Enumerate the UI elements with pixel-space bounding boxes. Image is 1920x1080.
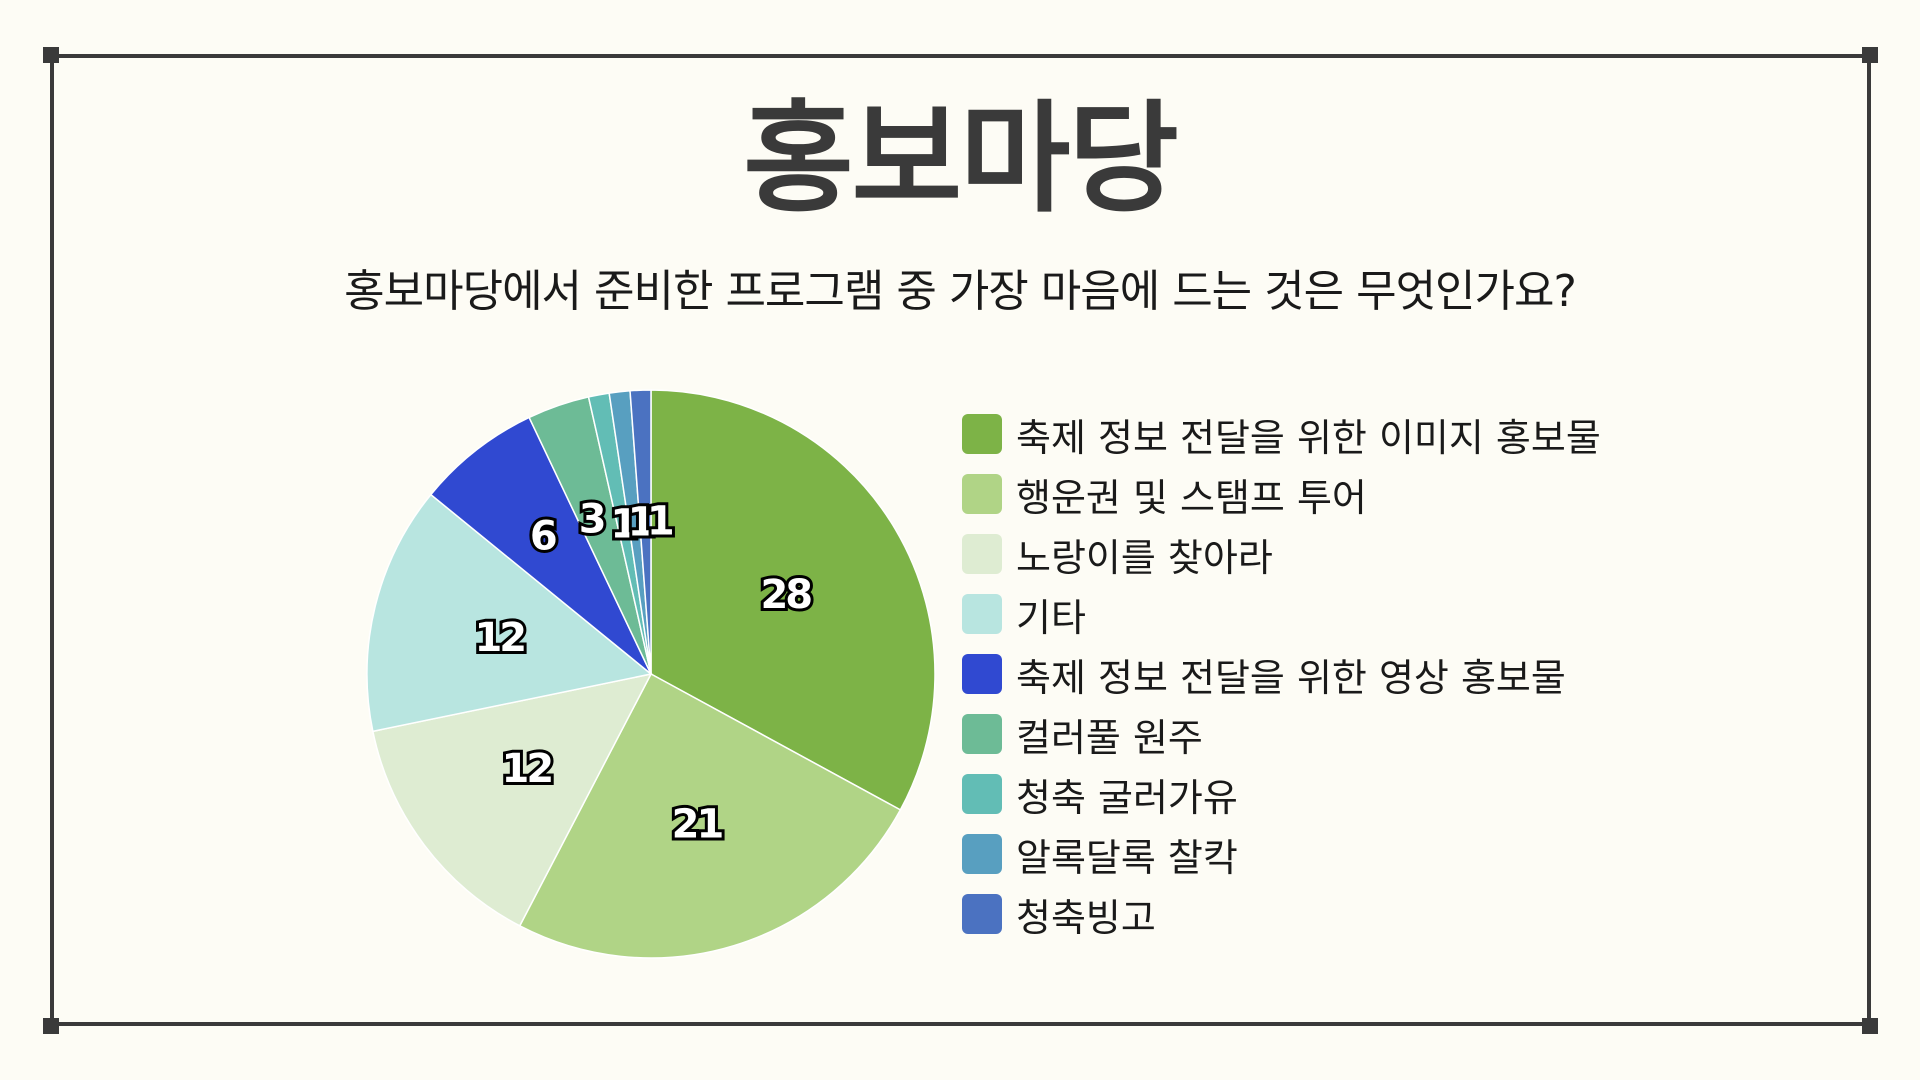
legend-item-3: 노랑이를 찾아라 [962,524,1601,584]
pie-slice-2 [518,672,902,959]
legend-label: 행운권 및 스탬프 투어 [1016,475,1367,520]
legend-swatch [962,534,1002,574]
legend-item-5: 축제 정보 전달을 위한 영상 홍보물 [962,644,1601,704]
frame-corner-top-left [43,47,59,63]
pie-slice-3 [371,672,653,927]
pie-data-label-4: 12 [474,615,524,661]
legend-item-1: 축제 정보 전달을 위한 이미지 홍보물 [962,404,1601,464]
legend-item-6: 컬러풀 원주 [962,704,1601,764]
legend-swatch [962,654,1002,694]
pie-slice-4 [366,493,653,733]
legend-label: 청축 굴러가유 [1016,775,1238,820]
legend-item-8: 알록달록 찰칵 [962,824,1601,884]
legend-label: 축제 정보 전달을 위한 영상 홍보물 [1016,655,1566,700]
legend-swatch [962,834,1002,874]
pie-data-label-2: 21 [672,801,723,847]
legend-swatch [962,594,1002,634]
pie-slice-5 [429,416,652,675]
legend-label: 알록달록 찰칵 [1016,835,1238,880]
pie-data-label-3: 12 [502,746,552,792]
legend-label: 컬러풀 원주 [1016,715,1203,760]
legend-swatch [962,714,1002,754]
legend-label: 청축빙고 [1016,895,1156,940]
pie-slice-9 [629,389,652,675]
frame-corner-bottom-right [1862,1018,1878,1034]
legend-label: 기타 [1016,595,1086,640]
pie-data-label-1: 28 [760,572,811,618]
pie-slice-1 [650,389,936,811]
pie-data-label-5: 6 [530,513,556,559]
pie-data-label-9: 1 [647,499,673,545]
pie-data-label-6: 3 [579,496,604,542]
legend-label: 축제 정보 전달을 위한 이미지 홍보물 [1016,415,1601,460]
legend-item-7: 청축 굴러가유 [962,764,1601,824]
chart-subtitle: 홍보마당에서 준비한 프로그램 중 가장 마음에 드는 것은 무엇인가요? [344,266,1577,317]
legend-label: 노랑이를 찾아라 [1016,535,1273,580]
legend-swatch [962,774,1002,814]
frame-corner-bottom-left [43,1018,59,1034]
legend-item-2: 행운권 및 스탬프 투어 [962,464,1601,524]
chart-title: 홍보마당 [743,90,1179,229]
legend-swatch [962,894,1002,934]
legend-item-9: 청축빙고 [962,884,1601,944]
legend-swatch [962,474,1002,514]
slide-frame [50,54,1871,1026]
frame-corner-top-right [1862,47,1878,63]
legend-swatch [962,414,1002,454]
legend-item-4: 기타 [962,584,1601,644]
